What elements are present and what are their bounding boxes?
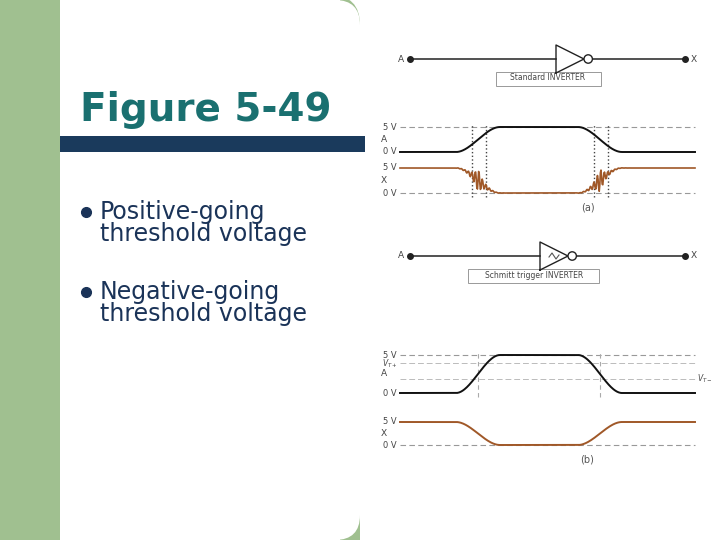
Text: Figure 5-49: Figure 5-49 — [80, 91, 331, 129]
Polygon shape — [540, 242, 568, 270]
Text: (a): (a) — [581, 203, 594, 213]
Text: threshold voltage: threshold voltage — [100, 222, 307, 246]
FancyBboxPatch shape — [0, 0, 360, 190]
Text: Positive-going: Positive-going — [100, 200, 266, 224]
Text: A: A — [381, 369, 387, 379]
Polygon shape — [556, 45, 584, 73]
Text: A: A — [381, 135, 387, 144]
Text: A: A — [398, 252, 404, 260]
Bar — [60, 0, 340, 540]
Text: 0 V: 0 V — [383, 188, 397, 198]
Text: $V_{T-}$: $V_{T-}$ — [697, 372, 713, 385]
FancyBboxPatch shape — [467, 268, 598, 282]
Text: A: A — [398, 55, 404, 64]
FancyBboxPatch shape — [60, 0, 360, 540]
Text: Standard INVERTER: Standard INVERTER — [510, 73, 585, 83]
Text: 0 V: 0 V — [383, 147, 397, 157]
Text: Schmitt trigger INVERTER: Schmitt trigger INVERTER — [485, 271, 583, 280]
Text: 0 V: 0 V — [383, 441, 397, 449]
Text: X: X — [381, 176, 387, 185]
Text: 5 V: 5 V — [383, 164, 397, 172]
Circle shape — [584, 55, 593, 63]
Text: X: X — [381, 429, 387, 438]
Circle shape — [568, 252, 577, 260]
Text: (b): (b) — [580, 455, 595, 465]
Bar — [60, 136, 365, 152]
Text: 5 V: 5 V — [383, 417, 397, 427]
Text: 0 V: 0 V — [383, 388, 397, 397]
Text: X: X — [691, 55, 697, 64]
Bar — [0, 0, 60, 540]
Text: 5 V: 5 V — [383, 350, 397, 360]
Text: 5 V: 5 V — [383, 123, 397, 132]
Bar — [0, 90, 360, 190]
Bar — [0, 185, 360, 540]
Text: X: X — [691, 252, 697, 260]
Text: $V_{T+}$: $V_{T+}$ — [382, 357, 397, 369]
FancyBboxPatch shape — [495, 71, 600, 85]
Text: threshold voltage: threshold voltage — [100, 302, 307, 326]
Text: Negative-going: Negative-going — [100, 280, 280, 304]
